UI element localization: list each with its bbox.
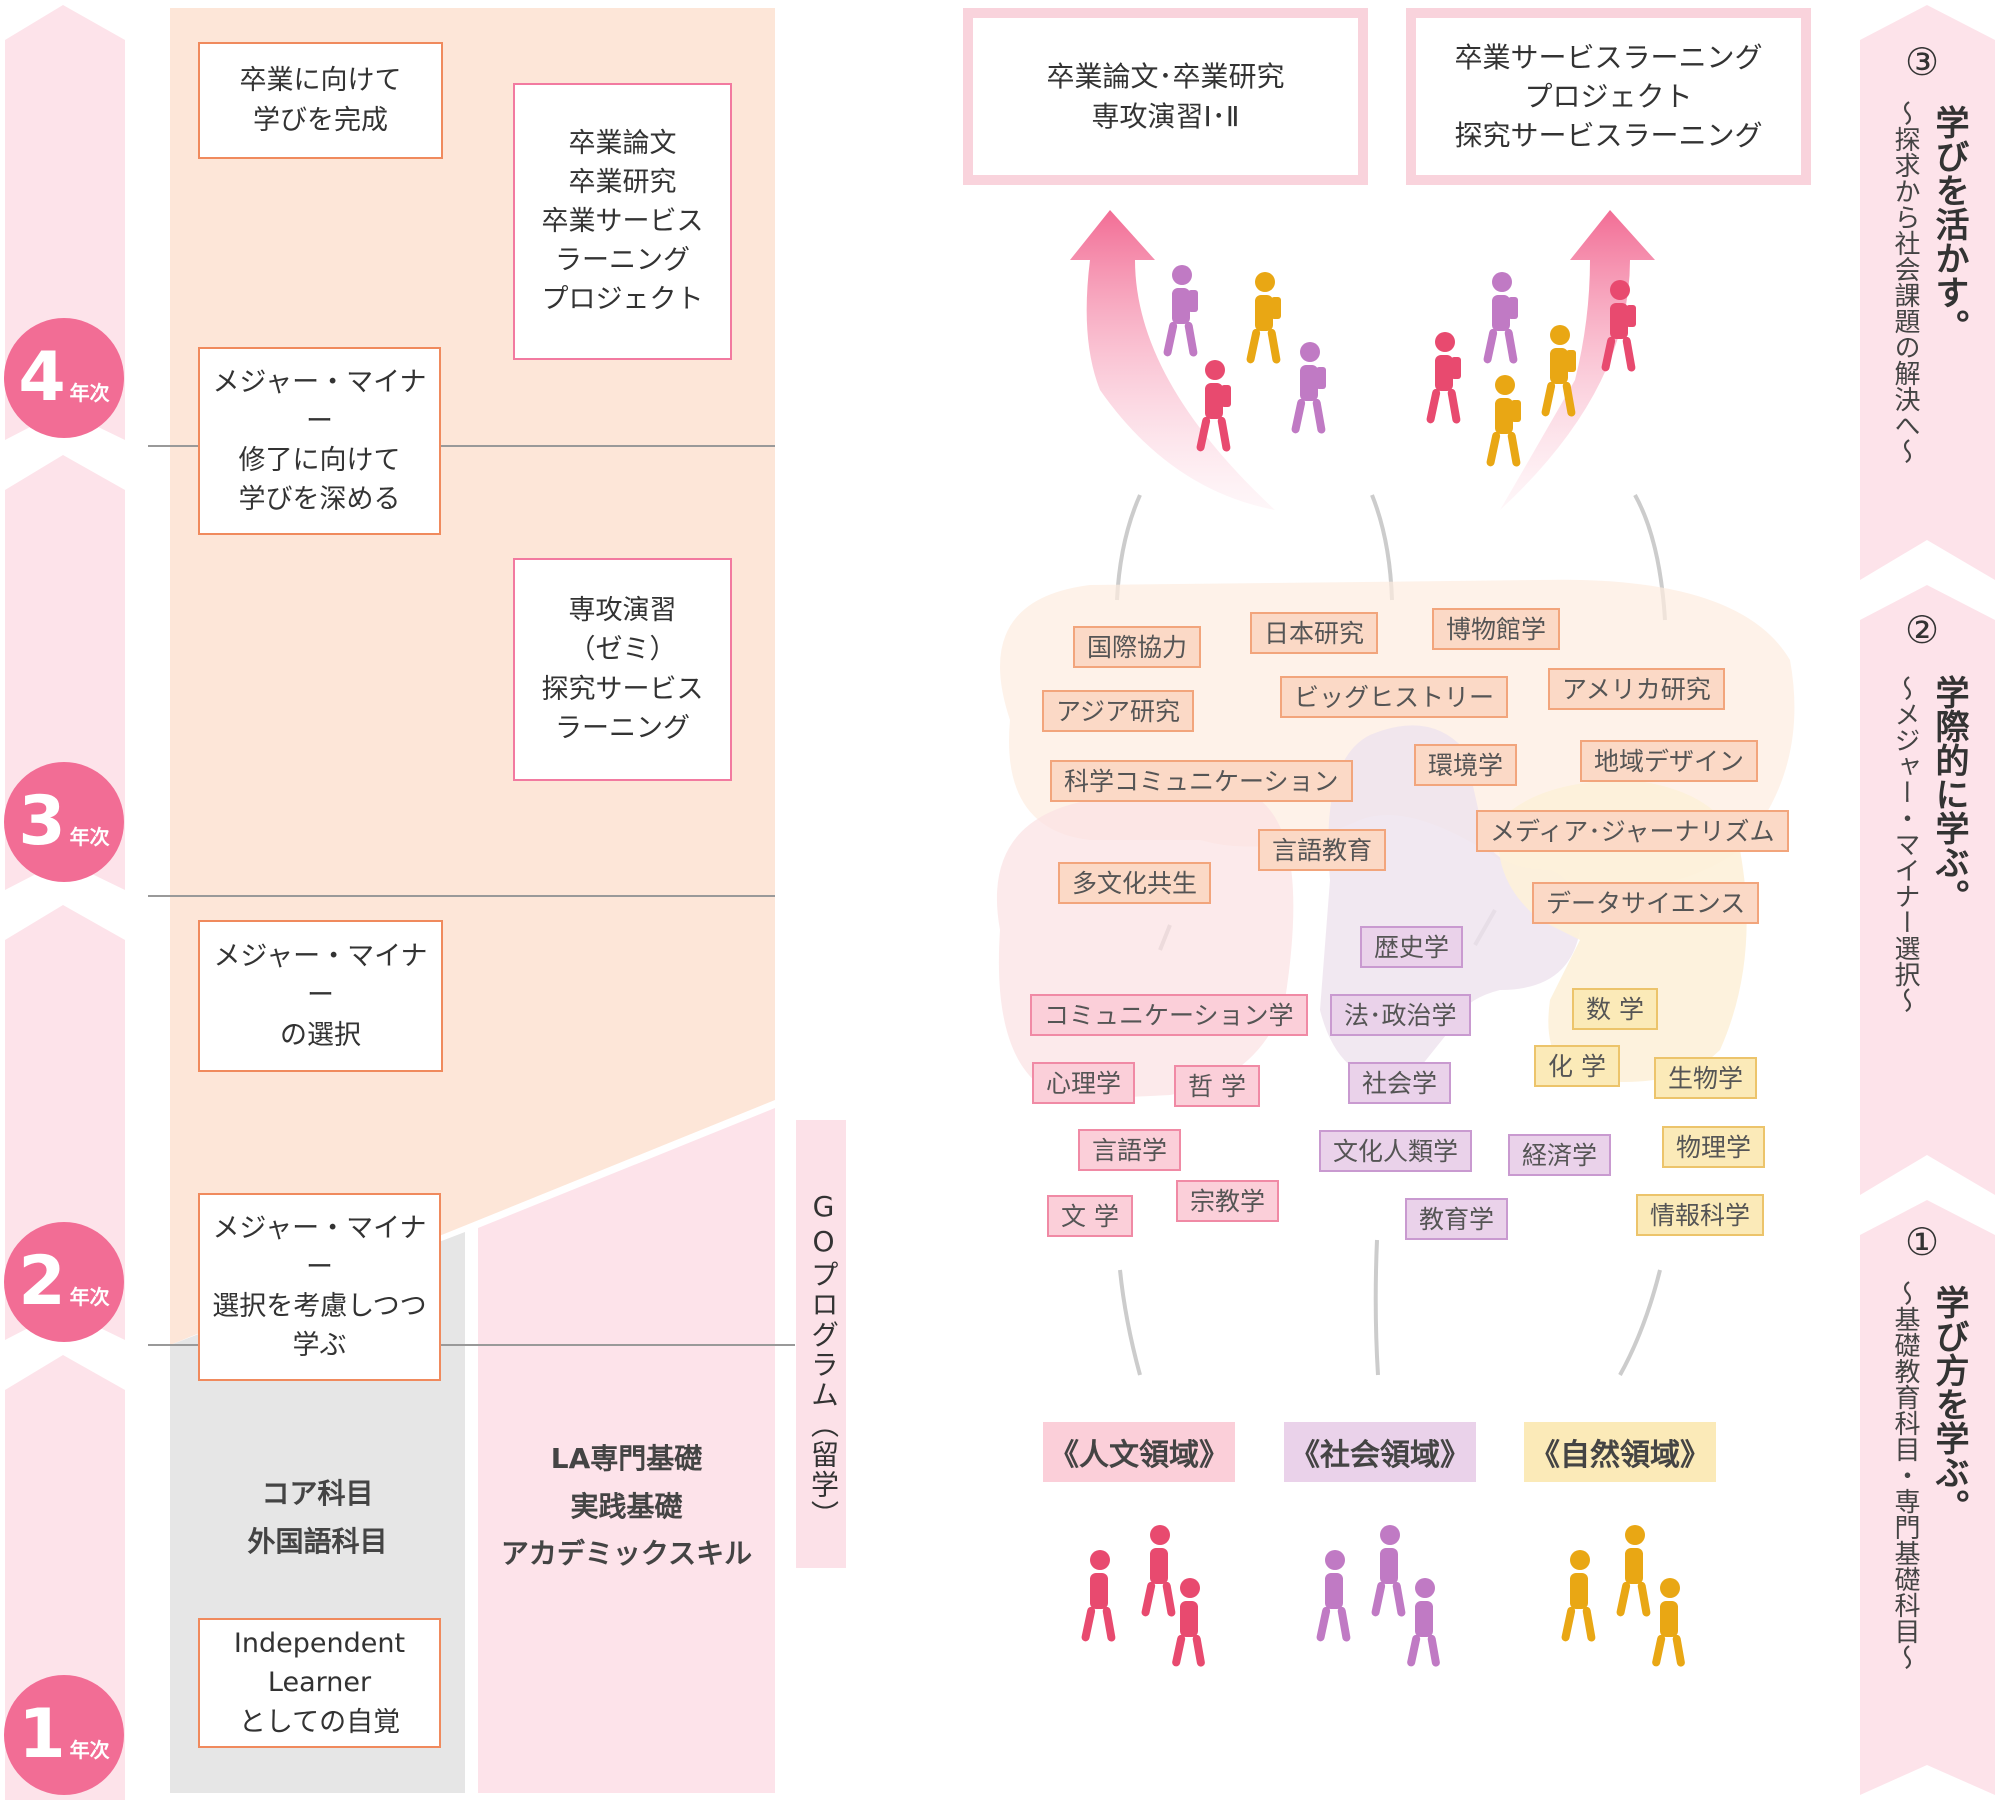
tag-education: 教育学 <box>1405 1198 1509 1240</box>
hiker-icon <box>1541 325 1576 417</box>
year-2-badge: 2 年次 <box>4 1222 124 1342</box>
tag-communication-studies: コミュニケーション学 <box>1030 994 1308 1036</box>
hiker-icon <box>1483 272 1518 364</box>
year-1-badge: 1 年次 <box>4 1675 124 1795</box>
stage-arrow-column <box>1860 5 1995 1795</box>
tag-museology: 博物館学 <box>1432 608 1561 650</box>
hiker-icon <box>1652 1578 1685 1667</box>
hiker-icon <box>1246 272 1281 364</box>
hiker-icon <box>1616 1525 1651 1617</box>
tag-biology: 生物学 <box>1654 1057 1758 1099</box>
tag-information-science: 情報科学 <box>1636 1194 1765 1236</box>
hiker-icon <box>1081 1550 1116 1642</box>
stage-2-title: 学際的に学ぶ。 <box>1929 675 1969 913</box>
stage-2-subtitle: 〜メジャー・マイナー選択〜 <box>1890 675 1920 1013</box>
box-deepen-learning: メジャー・マイナー 修了に向けて 学びを深める <box>198 347 441 535</box>
hiker-icon <box>1163 265 1198 357</box>
hikers-group-left <box>1163 265 1326 452</box>
year-4-badge: 4 年次 <box>4 318 124 438</box>
tag-japan-studies: 日本研究 <box>1250 612 1379 654</box>
stage-3-subtitle: 〜探求から社会課題の解決へ〜 <box>1890 100 1920 464</box>
go-program-label: GOプログラム（留学） <box>807 1190 840 1530</box>
hikers-bottom <box>1081 1525 1685 1667</box>
hiker-icon <box>1407 1578 1440 1667</box>
tag-international-cooperation: 国際協力 <box>1073 626 1202 668</box>
tag-data-science: データサイエンス <box>1532 882 1760 924</box>
year-3-badge: 3 年次 <box>4 762 124 882</box>
box-major-minor-selection: メジャー・マイナー の選択 <box>198 920 443 1072</box>
hiker-icon <box>1291 342 1326 434</box>
tag-sociology: 社会学 <box>1348 1062 1452 1104</box>
box-seminar: 専攻演習 （ゼミ） 探究サービス ラーニング <box>513 558 732 781</box>
hiker-icon <box>1561 1550 1596 1642</box>
hiker-icon <box>1486 375 1521 467</box>
tag-asian-studies: アジア研究 <box>1042 690 1195 732</box>
stage-1-title: 学び方を学ぶ。 <box>1929 1285 1969 1523</box>
box-graduation-thesis: 卒業論文 卒業研究 卒業サービス ラーニング プロジェクト <box>513 83 732 360</box>
hiker-icon <box>1601 280 1636 372</box>
tag-regional-design: 地域デザイン <box>1580 740 1759 782</box>
tag-physics: 物理学 <box>1662 1126 1766 1168</box>
tag-economics: 経済学 <box>1508 1134 1612 1176</box>
tag-linguistics: 言語学 <box>1078 1129 1182 1171</box>
tag-science-communication: 科学コミュニケーション <box>1050 760 1353 802</box>
domain-social: 《社会領域》 <box>1284 1422 1476 1482</box>
tag-psychology: 心理学 <box>1032 1062 1136 1104</box>
tag-law-politics: 法･政治学 <box>1330 994 1471 1036</box>
tag-cultural-anthropology: 文化人類学 <box>1319 1130 1473 1172</box>
tag-language-education: 言語教育 <box>1258 829 1387 871</box>
hiker-icon <box>1172 1578 1205 1667</box>
hikers-group-right <box>1426 272 1636 467</box>
stage-2-number: ② <box>1905 608 1940 652</box>
box-consider-selection: メジャー・マイナー 選択を考慮しつつ 学ぶ <box>198 1193 441 1381</box>
la-subjects: LA専門基礎 実践基礎 アカデミックスキル <box>500 1442 753 1571</box>
tag-literature: 文 学 <box>1047 1195 1133 1237</box>
tag-media-journalism: メディア･ジャーナリズム <box>1476 810 1789 852</box>
hiker-icon <box>1141 1525 1176 1617</box>
top-box-service-learning: 卒業サービスラーニング プロジェクト 探究サービスラーニング <box>1406 8 1811 185</box>
hiker-icon <box>1371 1525 1406 1617</box>
tag-philosophy: 哲 学 <box>1174 1065 1260 1107</box>
tag-environmental-studies: 環境学 <box>1414 744 1518 786</box>
tag-religious-studies: 宗教学 <box>1176 1180 1280 1222</box>
stage-3-title: 学びを活かす。 <box>1929 105 1969 343</box>
stage-1-subtitle: 〜基礎教育科目・専門基礎科目〜 <box>1890 1280 1920 1670</box>
hiker-icon <box>1196 360 1231 452</box>
stage-1-number: ① <box>1905 1220 1940 1264</box>
tag-big-history: ビッグヒストリー <box>1280 676 1509 718</box>
box-independent-learner: Independent Learner としての自覚 <box>198 1618 441 1748</box>
core-subjects: コア科目 外国語科目 <box>247 1477 388 1558</box>
hiker-icon <box>1426 332 1461 424</box>
tag-mathematics: 数 学 <box>1572 988 1658 1030</box>
tag-history: 歴史学 <box>1360 926 1464 968</box>
top-box-thesis: 卒業論文･卒業研究 専攻演習Ⅰ･Ⅱ <box>963 8 1368 185</box>
domain-humanities: 《人文領域》 <box>1043 1422 1235 1482</box>
tag-american-studies: アメリカ研究 <box>1548 668 1725 710</box>
hiker-icon <box>1316 1550 1351 1642</box>
tag-multicultural: 多文化共生 <box>1058 862 1212 904</box>
stage-3-number: ③ <box>1905 40 1940 84</box>
box-complete-learning: 卒業に向けて 学びを完成 <box>198 42 443 159</box>
go-program-bar <box>796 1120 846 1568</box>
domain-natural: 《自然領域》 <box>1524 1422 1716 1482</box>
tag-chemistry: 化 学 <box>1534 1045 1620 1087</box>
